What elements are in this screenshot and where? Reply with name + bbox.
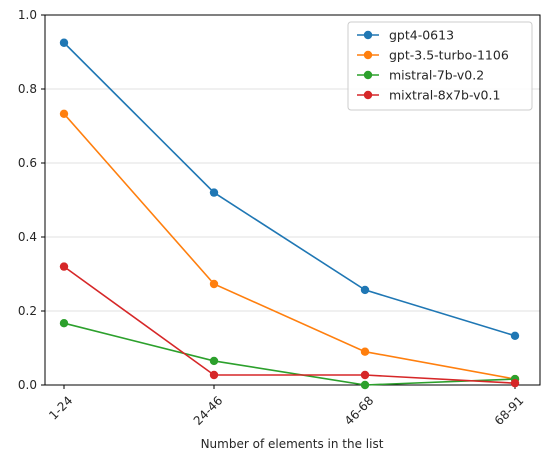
legend-marker (363, 30, 373, 40)
series-line (63, 113, 516, 380)
data-point (360, 347, 370, 356)
series-line (63, 322, 516, 386)
plot-area (44, 14, 541, 386)
legend-item: mixtral-8x7b-v0.1 (357, 88, 500, 103)
data-point (59, 109, 69, 118)
legend-item: mistral-7b-v0.2 (357, 68, 484, 83)
x-tick-label: 46-68 (342, 393, 377, 428)
legend-box (347, 21, 533, 111)
legend-label: gpt4-0613 (389, 28, 454, 43)
data-point (360, 370, 370, 380)
data-point (209, 370, 219, 380)
legend-marker (363, 90, 373, 100)
legend-label: gpt-3.5-turbo-1106 (389, 48, 509, 63)
data-point (209, 188, 219, 197)
data-point (209, 356, 219, 366)
legend-marker (363, 50, 373, 60)
data-point (59, 262, 69, 271)
data-point (59, 38, 69, 47)
y-tick-label: 1.0 (18, 8, 37, 22)
x-axis-label: Number of elements in the list (201, 437, 384, 451)
x-tick-label: 68-91 (492, 393, 527, 428)
legend-item: gpt-3.5-turbo-1106 (357, 48, 509, 63)
y-tick-label: 0.0 (18, 378, 37, 392)
data-point (360, 380, 370, 390)
series-line (63, 42, 516, 337)
y-tick-label: 0.2 (18, 304, 37, 318)
data-point (510, 331, 520, 340)
x-tick-label: 24-46 (191, 393, 226, 428)
legend-item: gpt4-0613 (357, 28, 454, 43)
legend-label: mistral-7b-v0.2 (389, 68, 484, 83)
data-point (209, 279, 219, 289)
series-gpt-3.5-turbo-1106 (59, 109, 520, 384)
data-point (510, 378, 520, 388)
x-tick-label: 1-24 (46, 393, 75, 422)
legend-label: mixtral-8x7b-v0.1 (389, 88, 500, 103)
y-tick-label: 0.6 (18, 156, 37, 170)
series-gpt4-0613 (59, 38, 520, 340)
series-mistral-7b-v0.2 (59, 319, 520, 390)
y-tick-label: 0.4 (18, 230, 37, 244)
legend-marker (363, 70, 373, 80)
series-mixtral-8x7b-v0.1 (59, 262, 520, 388)
data-point (360, 285, 370, 295)
data-point (59, 319, 69, 328)
series-lines (59, 38, 520, 390)
series-line (63, 265, 516, 384)
legend: gpt4-0613 gpt-3.5-turbo-1106 mistral-7b-v0… (347, 21, 533, 111)
y-tick-label: 0.8 (18, 82, 37, 96)
gridlines (45, 88, 540, 312)
